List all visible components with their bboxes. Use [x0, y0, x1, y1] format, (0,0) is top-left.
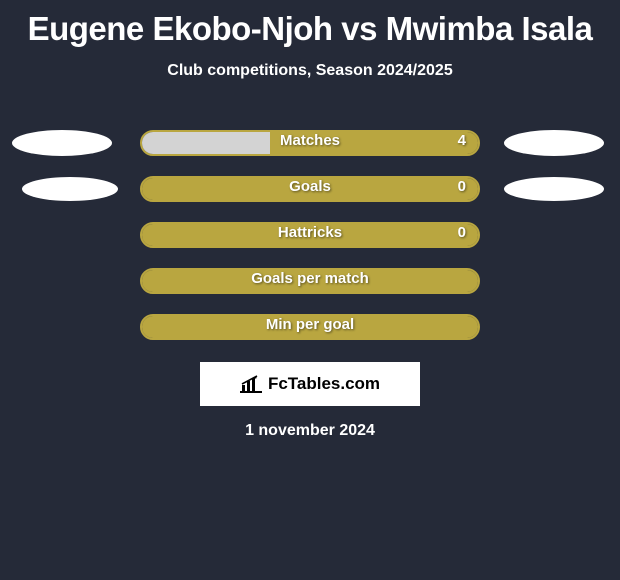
date-label: 1 november 2024 [0, 422, 620, 440]
brand-badge: FcTables.com [200, 362, 420, 406]
page-title: Eugene Ekobo-Njoh vs Mwimba Isala [0, 0, 620, 48]
bar-segment [142, 316, 478, 338]
stat-row: Goals0 [0, 166, 620, 212]
player-right-marker [504, 177, 604, 201]
page-subtitle: Club competitions, Season 2024/2025 [0, 62, 620, 80]
player-left-marker [22, 177, 118, 201]
stat-bar: Matches4 [140, 130, 480, 156]
bar-segment [270, 132, 478, 154]
stat-bar: Hattricks0 [140, 222, 480, 248]
stat-row: Hattricks0 [0, 212, 620, 258]
stat-bar: Goals0 [140, 176, 480, 202]
stats-container: Matches4 Goals0 Hattricks0 Goals per match M… [0, 120, 620, 350]
bar-chart-icon [240, 375, 262, 393]
stat-bar: Min per goal [140, 314, 480, 340]
bar-segment [142, 132, 270, 154]
stat-row: Goals per match [0, 258, 620, 304]
bar-segment [142, 270, 478, 292]
bar-segment [142, 178, 478, 200]
brand-label: FcTables.com [268, 374, 380, 394]
stat-row: Matches4 [0, 120, 620, 166]
player-right-marker [504, 130, 604, 156]
stat-bar: Goals per match [140, 268, 480, 294]
stat-row: Min per goal [0, 304, 620, 350]
bar-segment [142, 224, 478, 246]
player-left-marker [12, 130, 112, 156]
